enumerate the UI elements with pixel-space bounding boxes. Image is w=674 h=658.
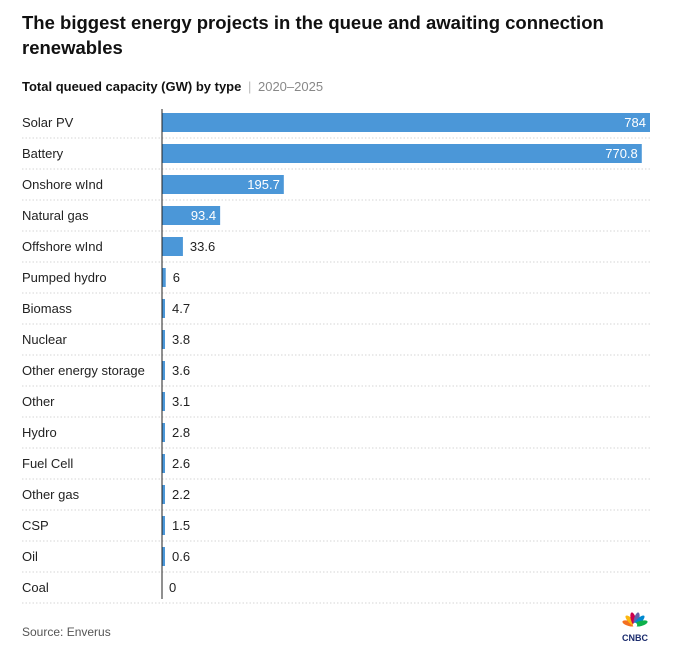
bar [162, 547, 165, 566]
value-label: 3.1 [172, 394, 190, 409]
category-label: Offshore wInd [22, 239, 103, 254]
cnbc-peacock-logo: CNBC [622, 612, 648, 643]
value-label: 93.4 [191, 208, 216, 223]
subtitle-separator: | [247, 79, 252, 94]
bar [162, 237, 183, 256]
value-label: 0 [169, 580, 176, 595]
category-label: Fuel Cell [22, 456, 73, 471]
peacock-icon [622, 612, 648, 628]
bar [162, 144, 642, 163]
category-label: Coal [22, 580, 49, 595]
bar [162, 392, 165, 411]
subtitle-date-range: 2020–2025 [257, 79, 324, 94]
value-label: 6 [173, 270, 180, 285]
subtitle-label: Total queued capacity (GW) by type [22, 79, 242, 94]
category-label: Solar PV [22, 115, 74, 130]
chart-title: The biggest energy projects in the queue… [22, 12, 604, 58]
value-label: 2.2 [172, 487, 190, 502]
bar [162, 485, 165, 504]
category-label: Battery [22, 146, 64, 161]
category-label: Biomass [22, 301, 72, 316]
value-label: 2.6 [172, 456, 190, 471]
category-label: Other energy storage [22, 363, 145, 378]
bar [162, 113, 650, 132]
category-label: Other [22, 394, 55, 409]
bar [162, 516, 165, 535]
category-label: Oil [22, 549, 38, 564]
chart-subtitle: Total queued capacity (GW) by type | 202… [22, 79, 323, 94]
value-label: 3.8 [172, 332, 190, 347]
category-label: Nuclear [22, 332, 67, 347]
bar [162, 423, 165, 442]
category-label: Onshore wInd [22, 177, 103, 192]
value-label: 195.7 [247, 177, 280, 192]
value-label: 2.8 [172, 425, 190, 440]
value-label: 33.6 [190, 239, 215, 254]
category-label: Other gas [22, 487, 80, 502]
bar [162, 454, 165, 473]
value-label: 4.7 [172, 301, 190, 316]
value-label: 0.6 [172, 549, 190, 564]
bar [162, 330, 165, 349]
bar [162, 206, 221, 225]
category-label: CSP [22, 518, 49, 533]
category-label: Natural gas [22, 208, 89, 223]
bar [162, 175, 284, 194]
bar [162, 299, 165, 318]
value-label: 1.5 [172, 518, 190, 533]
value-label: 784 [624, 115, 646, 130]
category-label: Pumped hydro [22, 270, 107, 285]
category-label: Hydro [22, 425, 57, 440]
bar [162, 361, 165, 380]
source-note: Source: Enverus [22, 625, 111, 639]
bar [162, 268, 166, 287]
value-label: 770.8 [605, 146, 638, 161]
cnbc-wordmark: CNBC [622, 633, 648, 643]
value-label: 3.6 [172, 363, 190, 378]
